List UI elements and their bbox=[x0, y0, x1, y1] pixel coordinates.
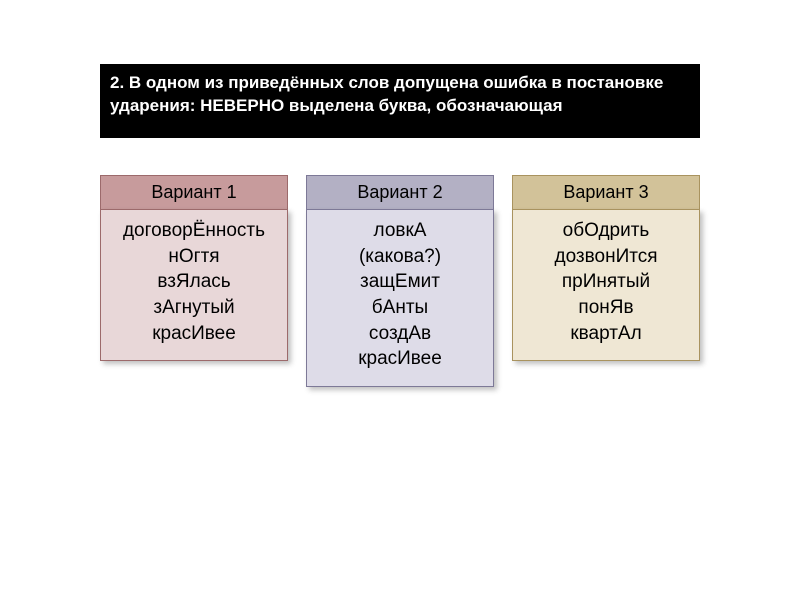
question-line-1: 2. В одном из приведённых слов допущена … bbox=[110, 73, 663, 92]
word: создАв bbox=[311, 321, 489, 347]
word: зАгнутый bbox=[105, 295, 283, 321]
word: взЯлась bbox=[105, 269, 283, 295]
word: бАнты bbox=[311, 295, 489, 321]
variant-2-header: Вариант 2 bbox=[306, 175, 494, 209]
variant-1: Вариант 1 договорЁнность нОгтя взЯлась з… bbox=[100, 175, 288, 387]
word: ловкА bbox=[311, 218, 489, 244]
variant-1-header: Вариант 1 bbox=[100, 175, 288, 209]
variant-1-body: договорЁнность нОгтя взЯлась зАгнутый кр… bbox=[100, 209, 288, 361]
word: нОгтя bbox=[105, 244, 283, 270]
question-box: 2. В одном из приведённых слов допущена … bbox=[100, 64, 700, 138]
variant-3: Вариант 3 обОдрить дозвонИтся прИнятый п… bbox=[512, 175, 700, 387]
word: защЕмит bbox=[311, 269, 489, 295]
variant-3-header: Вариант 3 bbox=[512, 175, 700, 209]
variant-3-body: обОдрить дозвонИтся прИнятый понЯв кварт… bbox=[512, 209, 700, 361]
question-line-2: ударения: НЕВЕРНО выделена буква, обозна… bbox=[110, 96, 563, 115]
word: понЯв bbox=[517, 295, 695, 321]
variant-2-body: ловкА (какова?) защЕмит бАнты создАв кра… bbox=[306, 209, 494, 387]
word: прИнятый bbox=[517, 269, 695, 295]
word: обОдрить bbox=[517, 218, 695, 244]
word: красИвее bbox=[311, 346, 489, 372]
variants-row: Вариант 1 договорЁнность нОгтя взЯлась з… bbox=[100, 175, 700, 387]
variant-2: Вариант 2 ловкА (какова?) защЕмит бАнты … bbox=[306, 175, 494, 387]
word: договорЁнность bbox=[105, 218, 283, 244]
word: красИвее bbox=[105, 321, 283, 347]
word: дозвонИтся bbox=[517, 244, 695, 270]
word: (какова?) bbox=[311, 244, 489, 270]
word: квартАл bbox=[517, 321, 695, 347]
